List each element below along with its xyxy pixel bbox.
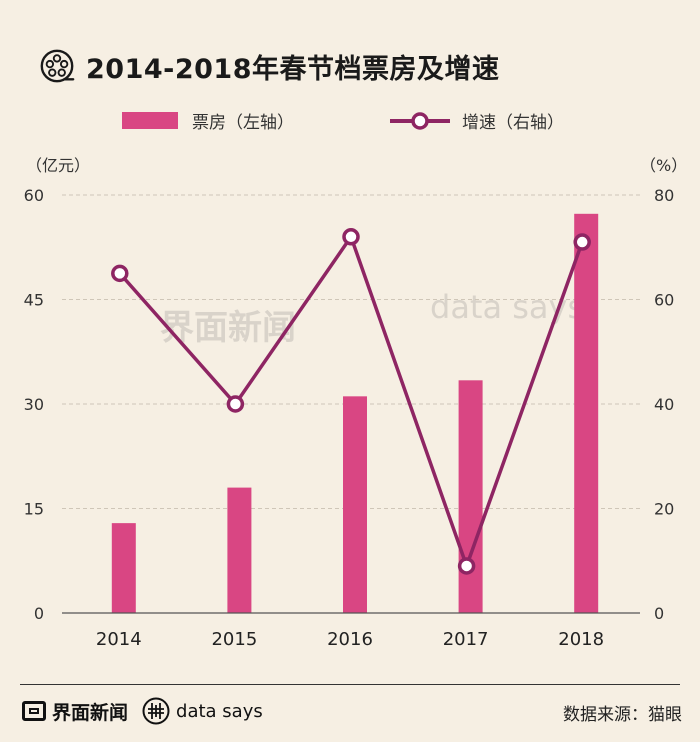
bar <box>574 213 599 613</box>
legend-label-line: 增速（右轴） <box>462 113 564 133</box>
x-tick-label: 2016 <box>327 629 373 650</box>
bar <box>458 380 483 613</box>
left-tick-label: 15 <box>24 500 44 519</box>
left-tick-label: 0 <box>34 604 44 623</box>
right-axis-unit: （%） <box>640 156 688 175</box>
x-tick-label: 2014 <box>96 629 142 650</box>
legend-line-swatch <box>390 111 450 130</box>
legend-label-bar: 票房（左轴） <box>192 113 294 133</box>
legend-bar-swatch <box>122 112 178 129</box>
film-reel-icon <box>40 49 75 83</box>
bar <box>227 487 252 613</box>
right-tick-label: 0 <box>654 604 664 623</box>
datasays-label: data says <box>176 700 263 722</box>
brand-logo-icon <box>22 701 46 721</box>
x-tick-label: 2017 <box>443 629 489 650</box>
chart-title: 2014-2018年春节档票房及增速 <box>86 53 500 85</box>
x-tick-label: 2018 <box>558 629 604 650</box>
legend-item-line: 增速（右轴） <box>390 108 564 133</box>
bar <box>111 523 136 613</box>
footer-brand: 界面新闻 data says <box>22 696 263 726</box>
footer-divider <box>20 684 680 685</box>
growth-point <box>573 233 591 251</box>
left-tick-label: 45 <box>24 291 44 310</box>
growth-point <box>342 228 360 246</box>
data-source: 数据来源：猫眼 <box>563 705 682 725</box>
bar <box>343 396 367 613</box>
x-tick-label: 2015 <box>211 629 257 650</box>
growth-point <box>226 395 245 413</box>
legend: 票房（左轴） 增速（右轴） <box>0 108 700 138</box>
right-tick-label: 60 <box>654 291 674 310</box>
right-tick-label: 40 <box>654 395 674 414</box>
legend-item-bar: 票房（左轴） <box>122 108 294 133</box>
right-tick-label: 80 <box>654 186 674 205</box>
right-tick-label: 20 <box>654 500 674 519</box>
left-tick-label: 30 <box>24 395 44 414</box>
watermark-brand: 界面新闻 <box>160 308 296 348</box>
growth-point <box>111 264 129 283</box>
datasays-logo-icon <box>142 697 170 725</box>
left-axis-unit: （亿元） <box>26 156 91 175</box>
title-row: 2014-2018年春节档票房及增速 <box>38 44 500 88</box>
left-tick-label: 60 <box>24 186 44 205</box>
brand-name: 界面新闻 <box>52 701 129 724</box>
growth-point <box>457 557 476 575</box>
